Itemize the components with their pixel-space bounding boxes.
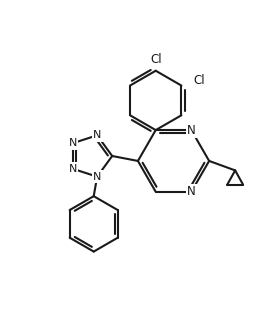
Text: N: N — [93, 130, 101, 140]
Text: Cl: Cl — [150, 53, 162, 66]
Text: Cl: Cl — [193, 74, 205, 87]
Text: N: N — [69, 164, 77, 174]
Text: N: N — [93, 172, 101, 182]
Text: N: N — [187, 185, 196, 198]
Text: N: N — [187, 123, 196, 137]
Text: N: N — [69, 138, 77, 148]
